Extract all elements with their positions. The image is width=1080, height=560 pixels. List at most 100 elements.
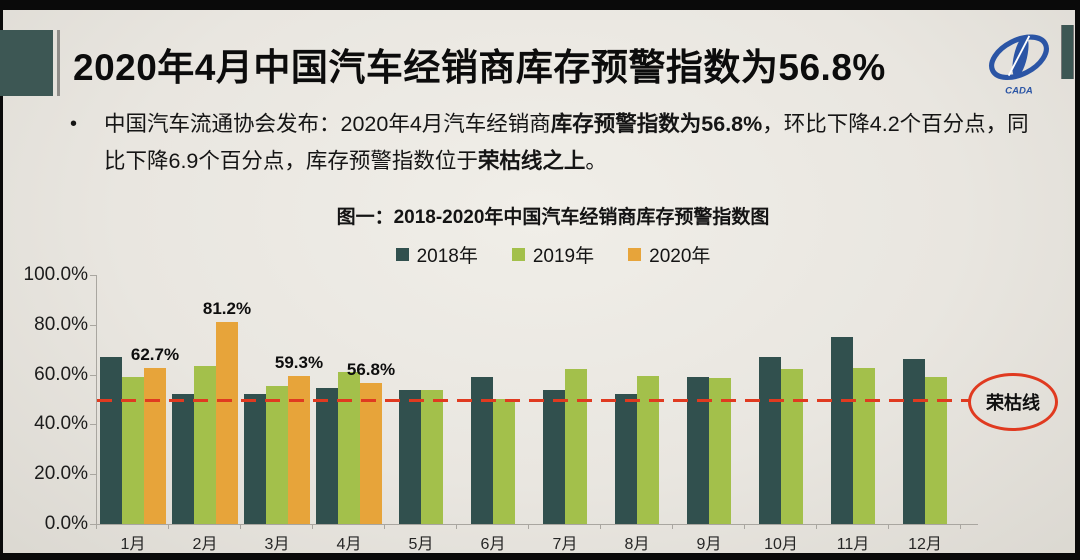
x-axis-label-1月: 1月 [120, 536, 146, 553]
bar-2019年-11月 [853, 368, 875, 524]
x-tick-mark [816, 524, 817, 529]
x-axis-label-5月: 5月 [408, 536, 434, 553]
bar-2018年-7月 [543, 390, 565, 524]
bar-2018年-6月 [471, 377, 493, 524]
bar-group-11月 [817, 275, 889, 524]
x-tick-mark [384, 524, 385, 529]
reference-line-callout: 荣枯线 [968, 373, 1058, 431]
bullet-line1-rest: ，环比下降4.2个百分点，同 [762, 112, 1029, 136]
x-axis-label-6月: 6月 [480, 536, 506, 553]
x-tick-mark [456, 524, 457, 529]
bar-2020年-2月: 81.2% [203, 299, 251, 524]
bar-group-9月 [673, 275, 745, 524]
bar-2019年-4月 [338, 372, 360, 524]
bar-2019年-12月 [925, 377, 947, 524]
bar-2019年-9月 [709, 378, 731, 524]
data-label-2020年-1月: 62.7% [130, 345, 180, 364]
bar-2019年-5月 [421, 390, 443, 524]
bar-group-3月: 59.3% [241, 275, 323, 524]
bar-group-2月: 81.2% [169, 275, 251, 524]
bar-2018年-10月 [759, 357, 781, 524]
bar-2018年-9月 [687, 377, 709, 524]
summary-bullet: • 中国汽车流通协会发布：2020年4月汽车经销商库存预警指数为56.8%，环比… [70, 106, 1030, 180]
bar-2018年-12月 [903, 359, 925, 524]
x-axis-labels: 1月 2月 3月 4月 5月 6月 7月 8月 9月 10月 11月 12月 [97, 530, 961, 554]
legend-item-2018年: 2018年 [395, 241, 478, 268]
cada-logo-icon: CADA [989, 34, 1049, 96]
bar-group-8月 [601, 275, 673, 524]
bar-2020年-1月: 62.7% [131, 345, 179, 524]
legend-swatch [395, 248, 409, 261]
y-tick-label: 20.0% [34, 463, 88, 485]
x-axis-label-8月: 8月 [624, 536, 650, 553]
data-label-2020年-3月: 59.3% [274, 353, 324, 372]
x-tick-mark [888, 524, 889, 529]
bar-2019年-1月 [122, 377, 144, 524]
legend-item-2020年: 2020年 [628, 241, 710, 268]
x-tick-mark [672, 524, 673, 529]
x-axis-label-2月: 2月 [192, 536, 218, 553]
reference-dashed-line [97, 398, 969, 402]
chart-legend: 2018年 2019年 2020年 [97, 241, 1009, 268]
page-title: 2020年4月中国汽车经销商库存预警指数为56.8% [73, 47, 886, 88]
bar-2018年-1月 [100, 357, 122, 524]
y-tick-mark [90, 374, 96, 376]
x-axis-label-11月: 11月 [836, 536, 870, 553]
bar-2018年-2月 [172, 394, 194, 524]
bar-2019年-3月 [266, 386, 288, 524]
legend-label: 2019年 [532, 246, 595, 267]
x-tick-mark [240, 524, 241, 529]
y-tick-label: 40.0% [34, 413, 88, 435]
x-tick-mark [312, 524, 313, 529]
y-tick-mark [90, 474, 96, 476]
y-tick-mark [90, 275, 96, 276]
y-tick-label: 60.0% [34, 363, 88, 385]
bullet-line2-end: 。 [585, 149, 607, 173]
bar-2019年-6月 [493, 399, 515, 524]
bar-2018年-3月 [244, 394, 266, 524]
summary-text: 中国汽车流通协会发布：2020年4月汽车经销商库存预警指数为56.8%，环比下降… [104, 106, 1029, 180]
bar-group-4月: 56.8% [313, 275, 395, 524]
bar-2018年-4月 [316, 388, 338, 524]
x-axis-label-3月: 3月 [264, 536, 290, 553]
title-accent-square [0, 30, 53, 96]
y-tick-label: 80.0% [34, 313, 88, 335]
legend-label: 2020年 [649, 246, 711, 267]
x-tick-mark [960, 524, 961, 529]
bar-group-5月 [385, 275, 457, 524]
bullet-line1-bold: 库存预警指数为56.8% [550, 112, 763, 136]
right-accent-bar [1061, 25, 1074, 79]
y-tick-label: 100.0% [23, 264, 88, 285]
y-axis-line [96, 275, 97, 525]
x-tick-mark [600, 524, 601, 529]
bar-group-7月 [529, 275, 601, 524]
y-tick-mark [90, 324, 96, 326]
legend-swatch [628, 248, 642, 261]
top-border-strip [0, 0, 1080, 10]
bullet-line1-regular: 中国汽车流通协会发布：2020年4月汽车经销商 [104, 112, 551, 136]
bar-2019年-10月 [781, 369, 803, 524]
x-axis-label-12月: 12月 [908, 536, 942, 553]
x-axis-label-4月: 4月 [336, 536, 362, 553]
bar-2020年-4月: 56.8% [347, 360, 395, 524]
bullet-line2-regular: 比下降6.9个百分点，库存预警指数位于 [104, 149, 478, 173]
legend-swatch [511, 248, 525, 261]
data-label-2020年-4月: 56.8% [346, 360, 396, 379]
bar-2018年-11月 [831, 337, 853, 524]
logo-text: CADA [1005, 85, 1033, 96]
x-axis-label-7月: 7月 [552, 536, 578, 553]
y-tick-label: 0.0% [44, 513, 88, 534]
y-tick-mark [90, 524, 96, 525]
x-axis-line [96, 524, 978, 525]
bar-2020年-3月: 59.3% [275, 353, 323, 524]
bar-2018年-8月 [615, 394, 637, 524]
bottom-border-strip [0, 553, 1080, 560]
bar-2019年-8月 [637, 376, 659, 524]
bullet-line2-bold: 荣枯线之上 [477, 149, 586, 173]
bar-2019年-7月 [565, 369, 587, 524]
chart-title: 图一：2018-2020年中国汽车经销商库存预警指数图 [336, 207, 770, 228]
left-border-strip [0, 0, 3, 560]
legend-item-2019年: 2019年 [511, 241, 595, 268]
title-vertical-rule [57, 30, 60, 96]
